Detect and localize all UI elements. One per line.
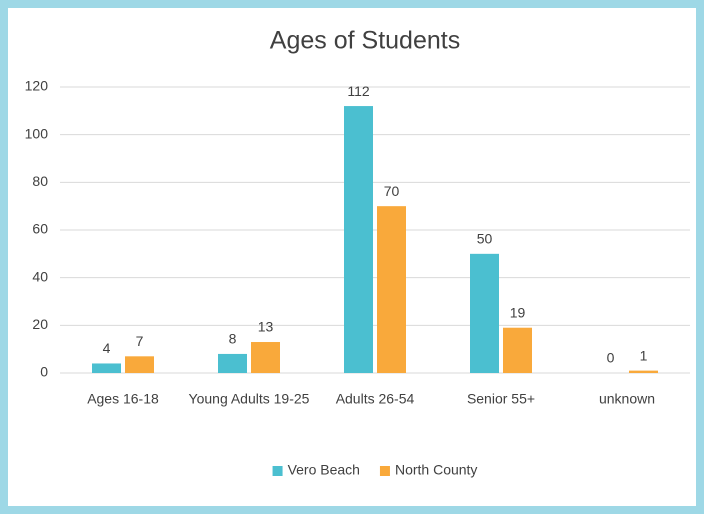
data-label: 112 — [347, 83, 370, 99]
legend-label: North County — [395, 462, 477, 478]
data-label: 50 — [477, 231, 493, 247]
bar — [251, 342, 280, 373]
data-label: 13 — [258, 319, 274, 335]
bar — [377, 206, 406, 373]
bar — [344, 106, 373, 374]
x-tick-label: unknown — [599, 391, 655, 407]
y-tick-label: 100 — [25, 125, 49, 141]
y-tick-label: 120 — [25, 78, 49, 94]
legend-swatch — [379, 466, 390, 476]
bar — [125, 356, 154, 373]
y-tick-label: 0 — [40, 364, 48, 380]
chart-title: Ages of Students — [270, 27, 460, 55]
bar — [629, 370, 658, 373]
data-label: 0 — [607, 350, 615, 366]
legend-label: Vero Beach — [288, 462, 360, 478]
x-tick-label: Adults 26-54 — [336, 391, 415, 407]
data-label: 8 — [229, 331, 237, 347]
bar — [470, 253, 499, 373]
data-label: 7 — [136, 333, 144, 349]
y-tick-label: 60 — [32, 221, 48, 237]
data-label: 19 — [510, 304, 526, 320]
data-label: 1 — [640, 347, 648, 363]
x-tick-label: Young Adults 19-25 — [189, 391, 310, 407]
data-label: 4 — [103, 340, 111, 356]
bar — [92, 363, 121, 373]
x-tick-label: Senior 55+ — [467, 391, 535, 407]
data-label: 70 — [384, 183, 400, 199]
y-tick-label: 20 — [32, 316, 48, 332]
bar — [503, 327, 532, 373]
legend-swatch — [272, 466, 283, 476]
y-tick-label: 80 — [32, 173, 48, 189]
y-tick-label: 40 — [32, 268, 48, 284]
x-tick-label: Ages 16-18 — [87, 391, 159, 407]
bar — [218, 353, 247, 373]
